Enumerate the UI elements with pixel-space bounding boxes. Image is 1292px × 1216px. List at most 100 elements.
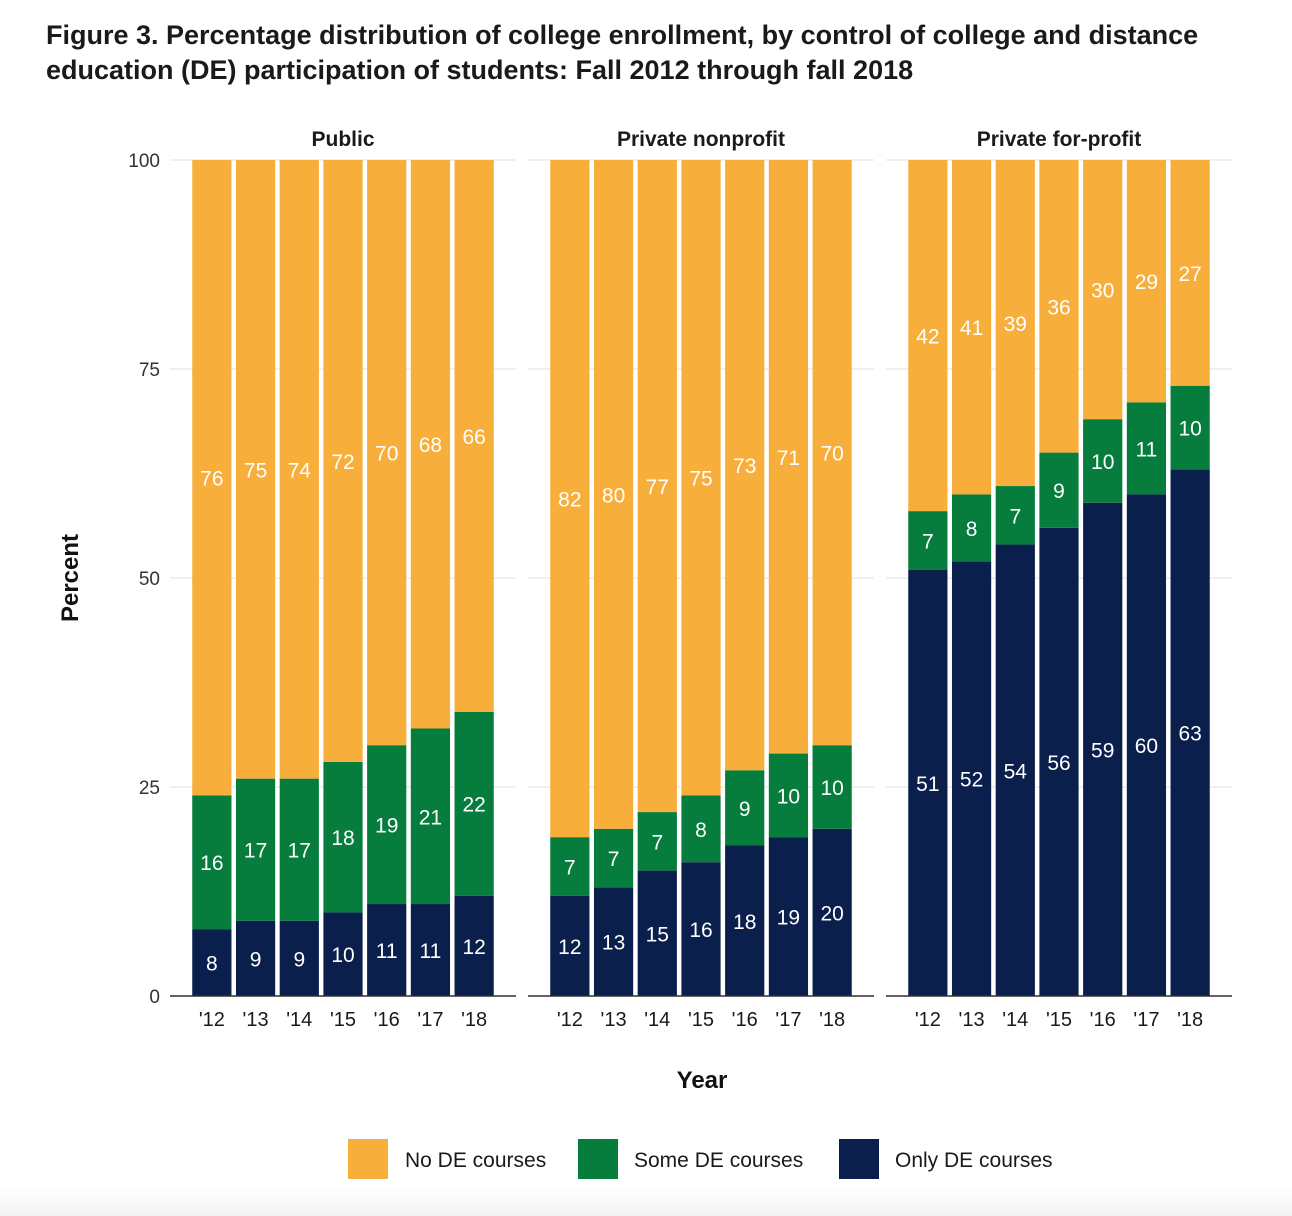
bar-segment-only-de xyxy=(908,569,948,996)
x-tick-label: '15 xyxy=(1046,1009,1072,1031)
bar-segment-no-de xyxy=(951,160,992,495)
bar-value-label: 70 xyxy=(375,443,398,466)
bar-value-label: 11 xyxy=(420,940,442,963)
bar-segment-only-de xyxy=(550,895,590,996)
bar-segment-some-de xyxy=(410,728,451,905)
bar-value-label: 75 xyxy=(244,459,267,482)
legend-label-some-de: Some DE courses xyxy=(634,1149,803,1172)
bar-segment-some-de xyxy=(637,812,677,871)
bar-segment-no-de xyxy=(1170,160,1210,386)
bar-value-label: 17 xyxy=(244,840,267,863)
y-axis-title: Percent xyxy=(57,534,84,622)
bar-segment-no-de xyxy=(367,160,407,746)
bar-segment-some-de xyxy=(235,778,276,921)
bar-value-label: 12 xyxy=(558,936,581,959)
bar-segment-only-de xyxy=(1083,502,1123,996)
bar-value-label: 27 xyxy=(1178,263,1201,286)
legend-swatch-no-de xyxy=(348,1139,388,1179)
bar-value-label: 59 xyxy=(1091,739,1114,762)
bar-segment-no-de xyxy=(725,160,765,771)
x-tick-label: '17 xyxy=(417,1009,443,1031)
legend-label-only-de: Only DE courses xyxy=(895,1149,1053,1172)
facet-title: Public xyxy=(311,128,374,151)
x-tick-label: '12 xyxy=(199,1009,225,1031)
bar-segment-some-de xyxy=(367,745,407,905)
y-tick-label: 100 xyxy=(128,151,160,172)
bar-value-label: 60 xyxy=(1135,735,1158,758)
bar-segment-some-de xyxy=(768,753,809,838)
bar-value-label: 63 xyxy=(1178,723,1201,746)
x-tick-label: '14 xyxy=(1002,1009,1028,1031)
bar-segment-only-de xyxy=(323,912,363,996)
y-tick-label: 50 xyxy=(139,569,160,590)
bar-segment-no-de xyxy=(1083,160,1123,420)
bottom-fade xyxy=(0,1186,1292,1216)
bar-segment-no-de xyxy=(637,160,677,813)
bar-value-label: 36 xyxy=(1047,296,1070,319)
bar-value-label: 7 xyxy=(608,848,620,871)
bar-value-label: 76 xyxy=(200,468,223,491)
bar-value-label: 42 xyxy=(916,326,939,349)
bar-value-label: 70 xyxy=(820,443,843,466)
bar-value-label: 15 xyxy=(646,923,669,946)
bar-value-label: 52 xyxy=(960,769,983,792)
bar-segment-only-de xyxy=(1126,494,1167,996)
axes: 0 25 50 75 100 Public '12 '13 '14 '15 '16 '17 '18 Pri… xyxy=(128,128,1232,1031)
x-tick-label: '14 xyxy=(644,1009,670,1031)
bar-segment-some-de xyxy=(951,494,992,562)
y-tick-label: 75 xyxy=(139,360,160,381)
x-tick-label: '13 xyxy=(959,1009,985,1031)
x-tick-label: '13 xyxy=(243,1009,269,1031)
bar-segment-no-de xyxy=(323,160,363,762)
bar-value-label: 13 xyxy=(602,932,625,955)
bar-segment-no-de xyxy=(410,160,451,729)
bar-value-label: 16 xyxy=(200,852,223,875)
bar-segment-only-de xyxy=(235,920,276,996)
bar-segment-some-de xyxy=(812,745,852,829)
bar-value-label: 56 xyxy=(1047,752,1070,775)
bar-value-label: 29 xyxy=(1135,271,1158,294)
x-tick-label: '18 xyxy=(461,1009,487,1031)
x-tick-label: '16 xyxy=(1090,1009,1116,1031)
bar-segment-only-de xyxy=(593,887,634,996)
bar-value-label: 7 xyxy=(1009,505,1021,528)
bar-value-label: 51 xyxy=(916,773,939,796)
bar-value-label: 75 xyxy=(689,468,712,491)
bar-segment-only-de xyxy=(410,904,451,996)
bar-segment-only-de xyxy=(454,895,494,996)
bar-segment-some-de xyxy=(995,486,1035,545)
bars xyxy=(192,160,1210,996)
x-tick-label: '13 xyxy=(601,1009,627,1031)
bar-segment-only-de xyxy=(367,904,407,996)
bar-value-label: 41 xyxy=(960,317,983,340)
bar-value-label: 80 xyxy=(602,484,625,507)
bar-value-label: 7 xyxy=(922,530,934,553)
legend-swatch-some-de xyxy=(578,1139,618,1179)
bar-segment-only-de xyxy=(681,862,721,996)
bar-value-label: 11 xyxy=(1136,438,1158,461)
x-tick-label: '16 xyxy=(374,1009,400,1031)
legend-label-no-de: No DE courses xyxy=(405,1149,546,1172)
bar-value-label: 19 xyxy=(777,907,800,930)
bar-segment-no-de xyxy=(812,160,852,746)
x-tick-label: '18 xyxy=(819,1009,845,1031)
bar-segment-only-de xyxy=(812,828,852,996)
x-tick-label: '18 xyxy=(1177,1009,1203,1031)
bar-segment-some-de xyxy=(279,778,319,921)
bar-segment-no-de xyxy=(681,160,721,796)
bar-value-label: 10 xyxy=(1178,418,1201,441)
bar-value-label: 71 xyxy=(777,447,800,470)
bar-value-label: 17 xyxy=(288,840,311,863)
x-tick-label: '17 xyxy=(1133,1009,1159,1031)
bar-value-label: 8 xyxy=(695,819,707,842)
x-tick-label: '14 xyxy=(286,1009,312,1031)
bar-segment-only-de xyxy=(768,837,809,996)
x-tick-label: '15 xyxy=(330,1009,356,1031)
bar-value-label: 10 xyxy=(331,944,354,967)
bar-value-label: 68 xyxy=(419,434,442,457)
bar-value-label: 8 xyxy=(966,518,978,541)
y-tick-label: 0 xyxy=(149,987,160,1008)
bar-value-label: 7 xyxy=(564,856,576,879)
bar-value-label: 77 xyxy=(646,476,669,499)
